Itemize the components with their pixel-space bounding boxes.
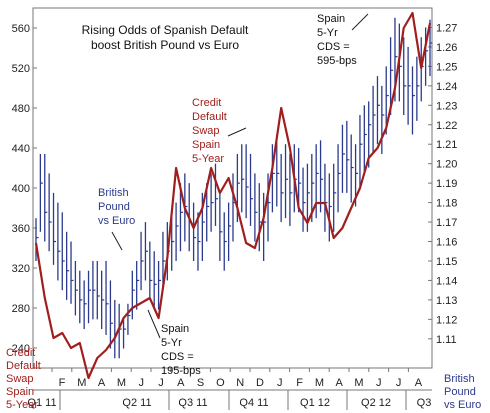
quarter-tick-label: Q3 — [417, 397, 432, 409]
month-tick-label: J — [396, 377, 402, 389]
svg-text:195-bps: 195-bps — [161, 365, 201, 377]
x-axis-quarters: Q1 11 Q2 11 Q3 11 Q4 11 Q1 12 Q2 12 Q3 — [27, 390, 431, 410]
right-tick-label: 1.11 — [436, 334, 457, 346]
left-tick-label: 480 — [12, 103, 30, 115]
svg-text:Spain: Spain — [192, 139, 220, 151]
month-tick-label: M — [354, 377, 363, 389]
gbp-label-pointer — [111, 231, 123, 251]
gbp-series — [35, 17, 433, 359]
right-tick-label: 1.12 — [436, 314, 457, 326]
svg-text:CDS =: CDS = — [161, 351, 194, 363]
month-tick-label: F — [296, 377, 303, 389]
low-note-pointer — [147, 309, 161, 339]
quarter-tick-label: Q1 11 — [27, 397, 56, 409]
left-tick-label: 320 — [12, 263, 30, 275]
quarter-tick-label: Q4 11 — [239, 397, 268, 409]
svg-text:CDS =: CDS = — [317, 41, 350, 53]
svg-text:Default: Default — [6, 360, 41, 372]
month-tick-label: M — [77, 377, 86, 389]
svg-text:vs Euro: vs Euro — [98, 215, 135, 227]
high-note-pointer — [351, 13, 369, 31]
svg-text:5-Year: 5-Year — [192, 153, 224, 165]
svg-text:5-Yr: 5-Yr — [317, 27, 338, 39]
month-tick-label: D — [256, 377, 264, 389]
right-tick-label: 1.26 — [436, 42, 457, 54]
right-tick-label: 1.17 — [436, 217, 457, 229]
svg-text:Spain: Spain — [161, 323, 189, 335]
svg-text:Credit: Credit — [6, 347, 35, 359]
cds-label-pointer — [227, 127, 247, 137]
right-tick-label: 1.25 — [436, 61, 457, 73]
right-tick-label: 1.20 — [436, 159, 457, 171]
svg-text:Swap: Swap — [192, 125, 220, 137]
svg-text:5-Yr: 5-Yr — [161, 337, 182, 349]
quarter-tick-label: Q2 11 — [122, 397, 151, 409]
month-tick-label: A — [177, 377, 185, 389]
right-tick-label: 1.16 — [436, 237, 457, 249]
month-tick-label: A — [336, 377, 344, 389]
month-tick-label: M — [117, 377, 126, 389]
month-tick-label: J — [158, 377, 164, 389]
svg-text:vs Euro: vs Euro — [444, 399, 481, 411]
month-tick-label: J — [376, 377, 382, 389]
month-tick-label: F — [59, 377, 66, 389]
right-tick-label: 1.22 — [436, 120, 457, 132]
left-tick-label: 440 — [12, 143, 30, 155]
svg-text:5-Year: 5-Year — [6, 399, 38, 411]
cds-series-label: Credit Default Swap Spain 5-Year — [192, 97, 227, 165]
left-axis: 240 280 320 360 400 440 480 520 560 — [12, 23, 37, 355]
quarter-tick-label: Q3 11 — [178, 397, 207, 409]
left-tick-label: 560 — [12, 23, 30, 35]
gbp-series-label: British Pound vs Euro — [98, 187, 135, 227]
right-tick-label: 1.14 — [436, 275, 457, 287]
chart-title-line-2: boost British Pound vs Euro — [91, 38, 239, 52]
month-tick-label: J — [277, 377, 283, 389]
right-tick-label: 1.21 — [436, 139, 457, 151]
month-tick-label: J — [138, 377, 144, 389]
month-tick-label: S — [197, 377, 204, 389]
svg-text:Credit: Credit — [192, 97, 221, 109]
svg-text:Pound: Pound — [98, 201, 130, 213]
month-tick-label: N — [236, 377, 244, 389]
legend-gbp: British Pound vs Euro — [444, 373, 481, 411]
quarter-tick-label: Q2 12 — [361, 397, 391, 409]
left-tick-label: 400 — [12, 183, 30, 195]
right-axis: 1.11 1.12 1.13 1.14 1.15 1.16 1.17 1.18 1.19 1.20… — [428, 22, 457, 346]
month-tick-label: A — [98, 377, 106, 389]
svg-text:595-bps: 595-bps — [317, 55, 357, 67]
month-tick-label: A — [415, 377, 423, 389]
svg-text:Pound: Pound — [444, 386, 476, 398]
right-tick-label: 1.23 — [436, 100, 457, 112]
chart-title-line-1: Rising Odds of Spanish Default — [82, 23, 249, 37]
left-tick-label: 520 — [12, 63, 30, 75]
legend-cds: Credit Default Swap Spain 5-Year — [6, 347, 41, 411]
low-cds-note: Spain 5-Yr CDS = 195-bps — [161, 323, 201, 377]
right-tick-label: 1.13 — [436, 295, 457, 307]
svg-text:Spain: Spain — [6, 386, 34, 398]
month-tick-label: O — [216, 377, 225, 389]
right-tick-label: 1.27 — [436, 22, 457, 34]
right-tick-label: 1.24 — [436, 81, 457, 93]
left-tick-label: 360 — [12, 223, 30, 235]
svg-text:Swap: Swap — [6, 373, 34, 385]
month-tick-label: M — [315, 377, 324, 389]
left-tick-label: 280 — [12, 303, 30, 315]
svg-text:Default: Default — [192, 111, 227, 123]
right-tick-label: 1.18 — [436, 198, 457, 210]
svg-text:British: British — [98, 187, 129, 199]
quarter-tick-label: Q1 12 — [300, 397, 330, 409]
svg-text:British: British — [444, 373, 475, 385]
right-tick-label: 1.15 — [436, 256, 457, 268]
right-tick-label: 1.19 — [436, 178, 457, 190]
high-cds-note: Spain 5-Yr CDS = 595-bps — [317, 13, 357, 67]
cds-series-line — [34, 11, 432, 380]
left-tick-label: 240 — [12, 343, 30, 355]
svg-text:Spain: Spain — [317, 13, 345, 25]
